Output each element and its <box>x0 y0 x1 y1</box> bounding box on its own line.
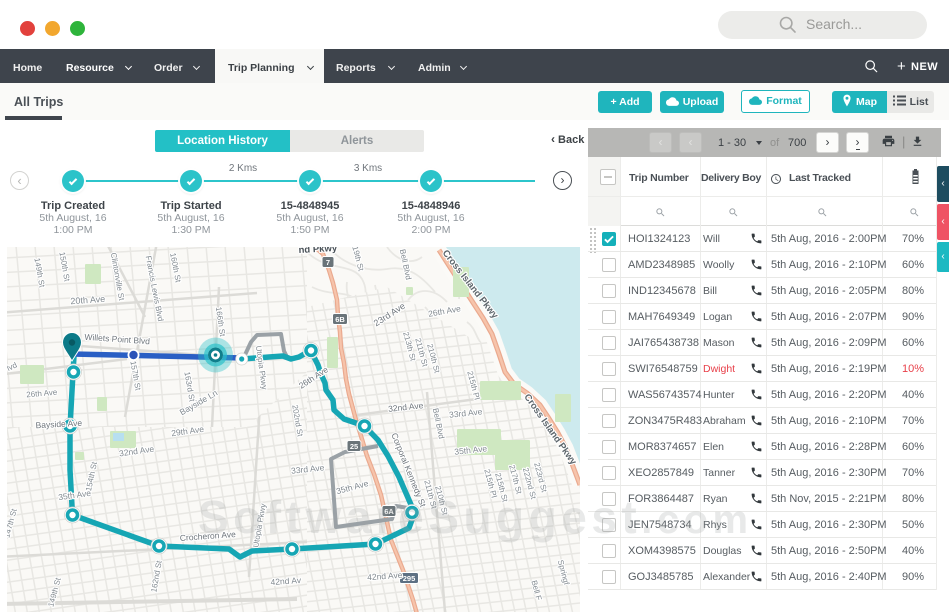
svg-text:20th Ave: 20th Ave <box>70 294 105 306</box>
svg-text:Bayside Ave: Bayside Ave <box>35 418 82 430</box>
svg-text:33rd Ave: 33rd Ave <box>291 462 326 475</box>
svg-text:295: 295 <box>403 574 416 583</box>
svg-text:42nd Ave: 42nd Ave <box>367 570 403 582</box>
svg-text:7: 7 <box>326 258 330 267</box>
svg-text:25: 25 <box>350 442 358 451</box>
svg-text:6B: 6B <box>335 315 345 324</box>
svg-text:26th Ave: 26th Ave <box>26 388 58 400</box>
svg-text:33rd Ave: 33rd Ave <box>449 406 484 419</box>
svg-text:42nd Av: 42nd Av <box>270 575 302 587</box>
svg-text:nd Pkwy: nd Pkwy <box>298 247 338 256</box>
svg-text:6A: 6A <box>384 507 394 516</box>
svg-text:35th Ave: 35th Ave <box>454 443 488 456</box>
svg-text:32nd Ave: 32nd Ave <box>388 400 424 414</box>
